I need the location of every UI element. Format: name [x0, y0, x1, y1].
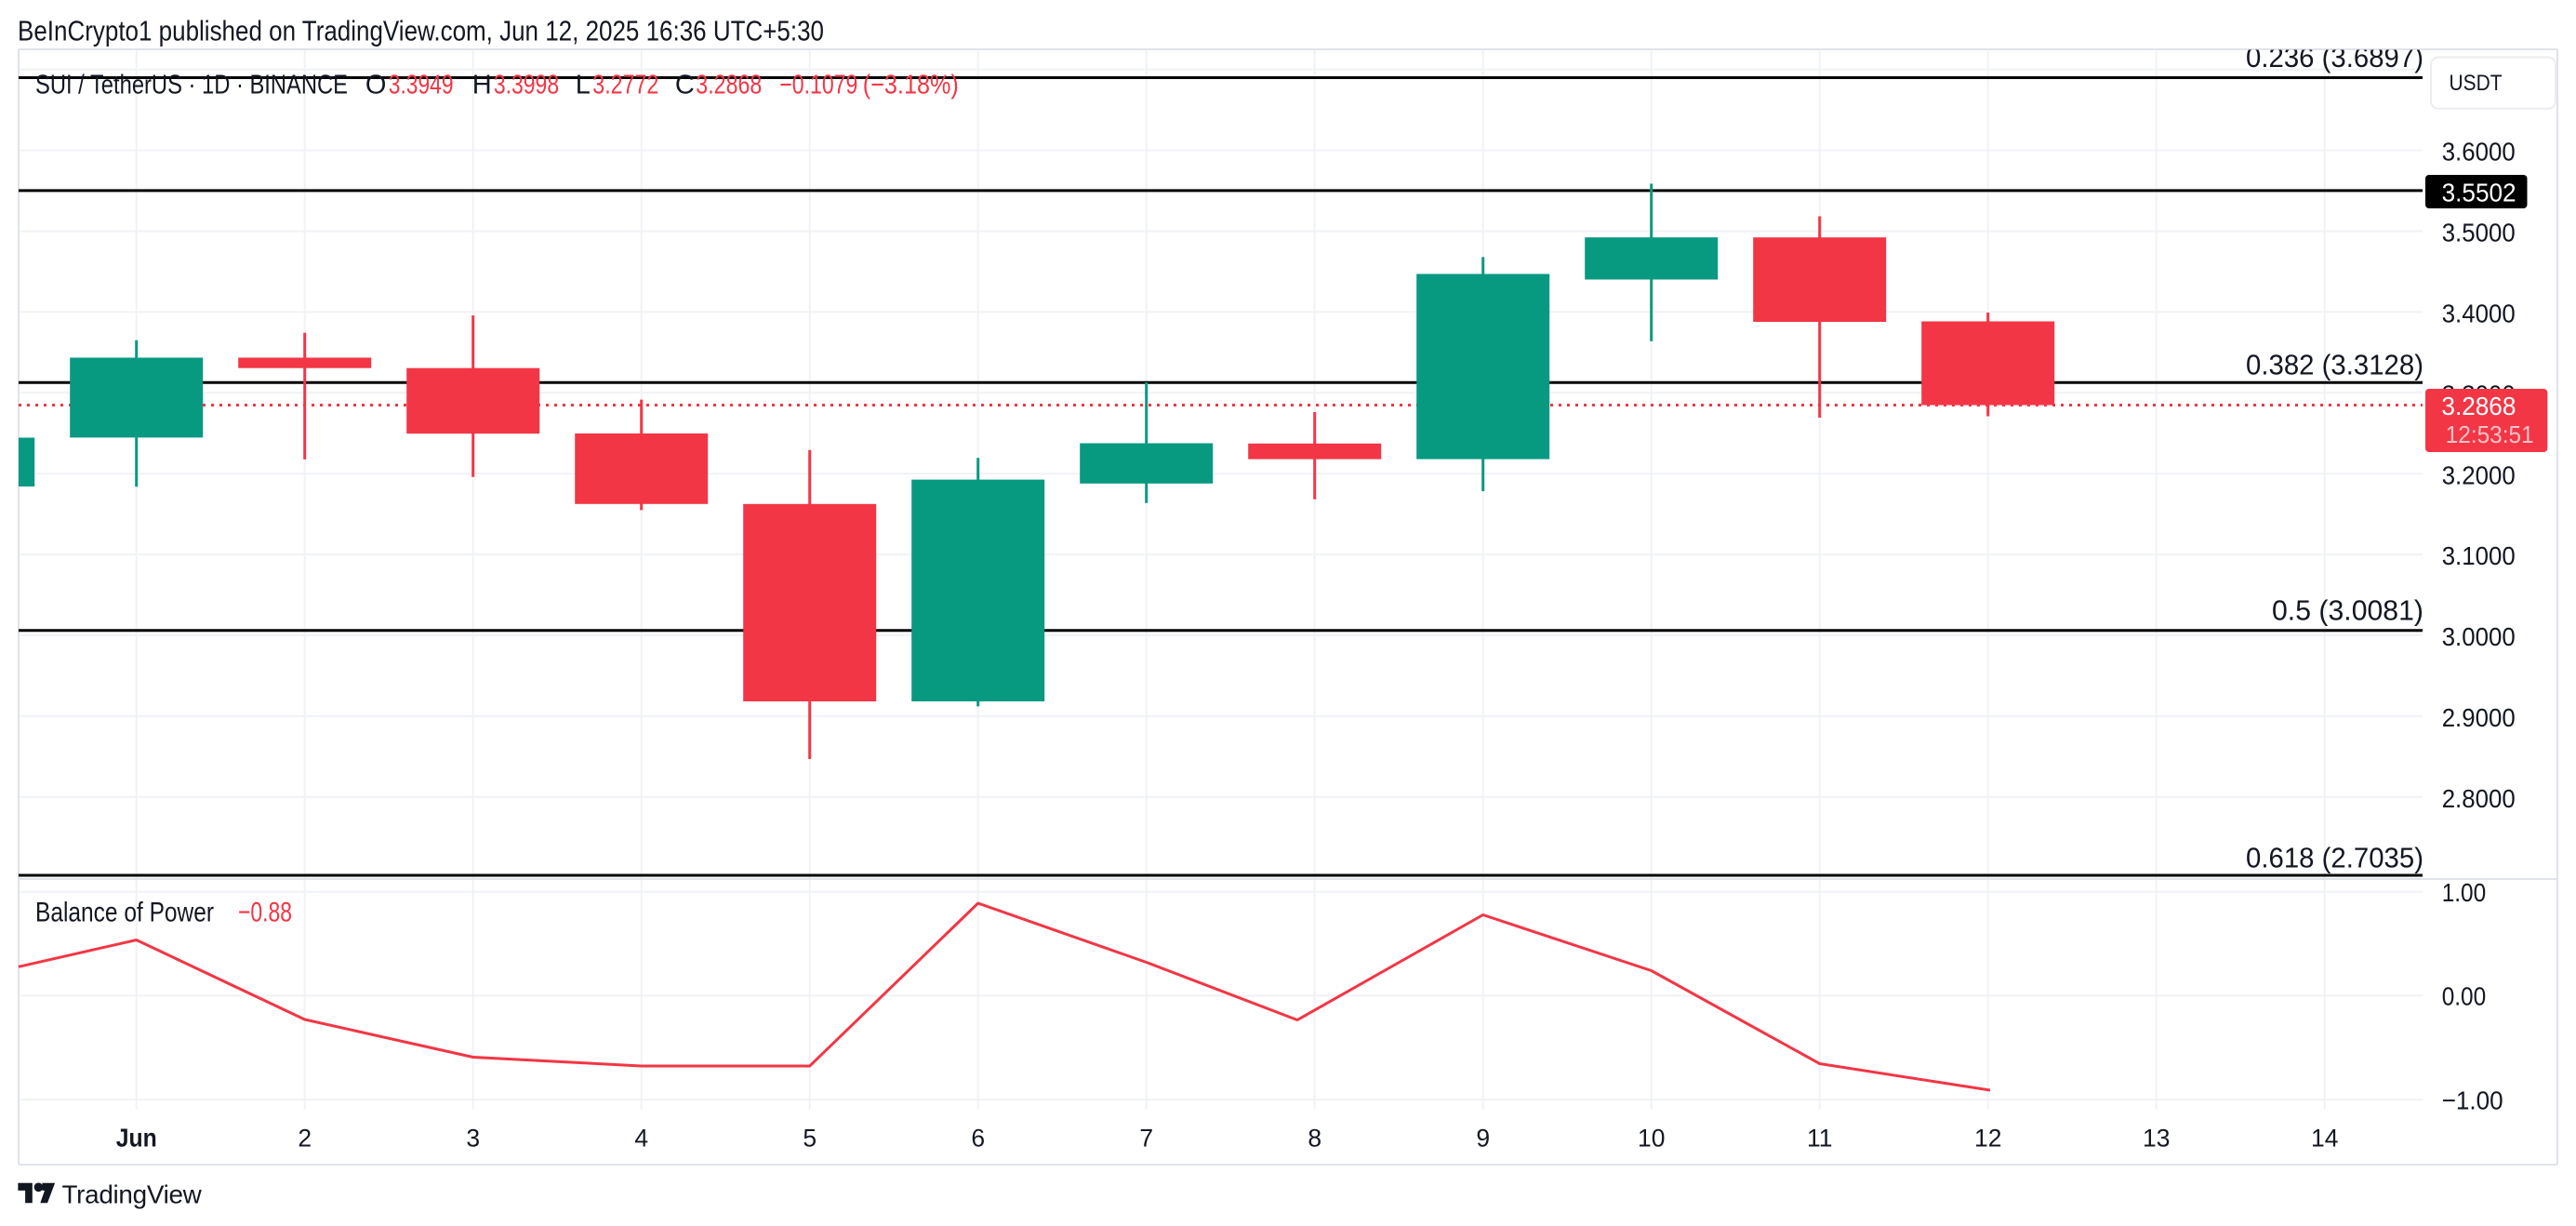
- svg-text:L: L: [576, 71, 591, 100]
- svg-text:14: 14: [2311, 1125, 2338, 1153]
- svg-text:0.00: 0.00: [2442, 982, 2487, 1011]
- svg-text:7: 7: [1139, 1125, 1153, 1153]
- svg-text:3.2868: 3.2868: [696, 71, 762, 100]
- svg-text:6: 6: [971, 1125, 985, 1153]
- svg-text:5: 5: [803, 1125, 817, 1153]
- svg-text:(−3.18%): (−3.18%): [863, 71, 959, 100]
- svg-text:3: 3: [466, 1125, 480, 1153]
- svg-text:−1.00: −1.00: [2442, 1086, 2503, 1114]
- svg-text:12:53:51: 12:53:51: [2446, 420, 2534, 448]
- svg-text:3.2868: 3.2868: [2441, 392, 2516, 420]
- svg-text:9: 9: [1476, 1125, 1490, 1153]
- svg-text:2.9000: 2.9000: [2442, 703, 2516, 732]
- svg-text:H: H: [472, 71, 492, 100]
- svg-text:12: 12: [1974, 1125, 2001, 1153]
- svg-text:3.5000: 3.5000: [2442, 219, 2516, 247]
- svg-text:0.382 (3.3128): 0.382 (3.3128): [2246, 349, 2423, 381]
- svg-text:TradingView: TradingView: [62, 1179, 203, 1208]
- svg-text:SUI / TetherUS · 1D · BINANCE: SUI / TetherUS · 1D · BINANCE: [35, 71, 348, 100]
- svg-text:Jun: Jun: [116, 1124, 157, 1153]
- svg-text:4: 4: [634, 1125, 648, 1153]
- svg-text:−0.1079: −0.1079: [779, 71, 857, 100]
- svg-text:2.8000: 2.8000: [2442, 784, 2516, 813]
- svg-text:3.3998: 3.3998: [494, 71, 559, 100]
- svg-text:3.4000: 3.4000: [2442, 300, 2516, 328]
- svg-text:1.00: 1.00: [2442, 878, 2487, 907]
- svg-text:3.2772: 3.2772: [592, 71, 658, 100]
- svg-text:0.618 (2.7035): 0.618 (2.7035): [2246, 841, 2423, 873]
- svg-text:O: O: [365, 71, 387, 100]
- svg-text:3.1000: 3.1000: [2442, 541, 2516, 570]
- svg-text:3.5502: 3.5502: [2442, 178, 2516, 207]
- svg-text:2: 2: [298, 1125, 312, 1153]
- svg-text:11: 11: [1807, 1125, 1833, 1153]
- svg-text:3.2000: 3.2000: [2442, 460, 2516, 489]
- svg-text:0.236 (3.6897): 0.236 (3.6897): [2246, 41, 2423, 73]
- svg-text:3.6000: 3.6000: [2442, 138, 2516, 167]
- svg-text:Balance of Power: Balance of Power: [35, 898, 214, 928]
- svg-text:8: 8: [1308, 1125, 1321, 1153]
- svg-text:−0.88: −0.88: [238, 898, 292, 928]
- svg-text:3.0000: 3.0000: [2442, 622, 2516, 651]
- svg-text:10: 10: [1638, 1125, 1665, 1153]
- svg-text:13: 13: [2143, 1125, 2170, 1153]
- svg-text:0.5 (3.0081): 0.5 (3.0081): [2272, 594, 2423, 627]
- svg-text:BeInCrypto1 published on Tradi: BeInCrypto1 published on TradingView.com…: [18, 15, 824, 47]
- svg-text:3.3949: 3.3949: [389, 71, 454, 100]
- svg-text:USDT: USDT: [2450, 71, 2503, 96]
- svg-text:C: C: [675, 71, 695, 100]
